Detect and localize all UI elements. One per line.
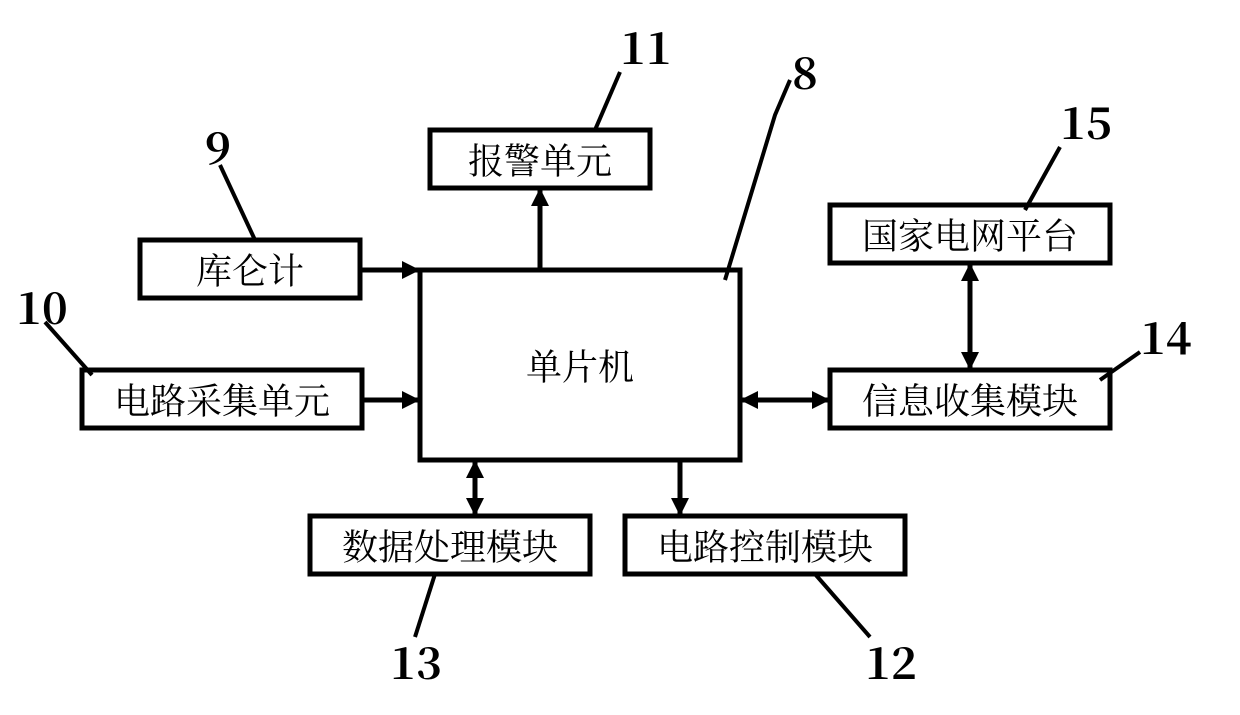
node-coulomb: 库仑计	[140, 240, 360, 298]
leader-line	[815, 574, 870, 637]
node-circuit_acq: 电路采集单元	[82, 370, 362, 428]
node-label-mcu: 单片机	[526, 340, 634, 391]
ref-number: 9	[205, 113, 231, 177]
node-label-info_collect: 信息收集模块	[862, 374, 1078, 425]
connector	[740, 391, 830, 409]
connector	[466, 460, 484, 516]
ref-number: 14	[1140, 303, 1192, 367]
leader-line	[1100, 352, 1140, 380]
node-alarm: 报警单元	[430, 130, 650, 188]
ref-number: 13	[390, 628, 442, 692]
connector	[360, 261, 420, 279]
leader-line	[725, 80, 790, 280]
connector	[671, 460, 689, 516]
node-label-coulomb: 库仑计	[196, 244, 304, 295]
node-label-circuit_acq: 电路采集单元	[114, 374, 330, 425]
ref-number: 15	[1060, 88, 1112, 152]
connector	[362, 391, 420, 409]
connector	[961, 263, 979, 370]
node-circuit_ctrl: 电路控制模块	[625, 516, 905, 574]
ref-number: 12	[865, 628, 917, 692]
leader-line	[595, 72, 620, 130]
node-data_proc: 数据处理模块	[310, 516, 590, 574]
node-label-circuit_ctrl: 电路控制模块	[657, 520, 873, 571]
node-info_collect: 信息收集模块	[830, 370, 1110, 428]
ref-number: 10	[16, 273, 68, 337]
node-label-alarm: 报警单元	[468, 134, 612, 185]
connector	[531, 188, 549, 270]
leader-line	[1025, 147, 1060, 210]
ref-number: 11	[620, 13, 672, 77]
node-grid_platform: 国家电网平台	[830, 205, 1110, 263]
node-label-grid_platform: 国家电网平台	[862, 209, 1078, 260]
block-diagram: 单片机 报警单元库仑计电路采集单元数据处理模块 电路控制模块 信息收集模块国家电网平台…	[0, 0, 1240, 715]
ref-number: 8	[792, 38, 818, 102]
node-mcu: 单片机	[420, 270, 740, 460]
node-label-data_proc: 数据处理模块	[342, 520, 558, 571]
